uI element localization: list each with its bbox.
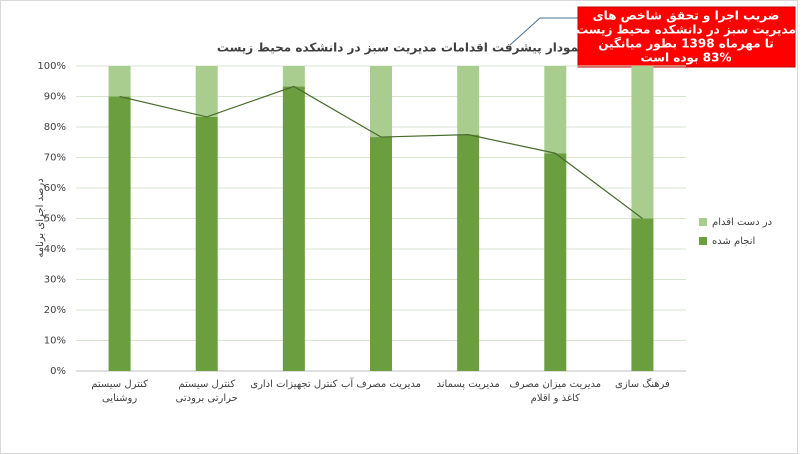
x-tick-label: حرارتی برودتی: [176, 393, 238, 404]
legend-swatch: [699, 218, 707, 226]
annotation-line: 83% بوده است: [641, 51, 732, 66]
y-tick-label: 100%: [37, 61, 66, 72]
x-tick-label: کاغذ و اقلام: [531, 393, 580, 404]
x-tick-label: کنترل سیستم: [178, 379, 235, 390]
annotation-connector: [509, 17, 578, 46]
x-tick-label: مدیریت میزان مصرف: [509, 379, 601, 390]
legend-swatch: [699, 237, 707, 245]
y-tick-label: 30%: [44, 275, 66, 286]
bar-segment: [631, 66, 654, 219]
trend-line: [119, 85, 643, 219]
y-tick-label: 20%: [44, 305, 66, 316]
x-tick-label: روشنایی: [102, 393, 137, 404]
annotation-box: [577, 6, 796, 68]
y-tick-label: 10%: [44, 336, 66, 347]
annotation-line: مدیریت سبز در دانشکده محیط زیست: [576, 23, 796, 37]
bar-segment: [457, 134, 480, 371]
x-tick-label: مدیریت مصرف آب: [341, 377, 421, 390]
y-tick-label: 40%: [44, 244, 66, 255]
bar-segment: [195, 116, 218, 371]
x-tick-label: فرهنگ سازی: [615, 378, 670, 390]
x-tick-label: کنترل سیستم: [91, 379, 148, 390]
legend-label: انجام شده: [712, 236, 755, 247]
bar-segment: [282, 66, 305, 87]
y-tick-label: 90%: [44, 92, 66, 103]
x-tick-label: مدیریت پسماند: [437, 379, 500, 390]
bar-segment: [370, 137, 392, 371]
y-tick-label: 80%: [44, 122, 66, 133]
x-tick-label: کنترل تجهیزات اداری: [250, 379, 337, 390]
bar-segment: [457, 66, 480, 135]
bar-segment: [108, 96, 131, 371]
bar-segment: [195, 66, 218, 117]
y-axis-label: درصد اجرای برنامه: [35, 178, 46, 257]
y-tick-label: 70%: [44, 153, 66, 164]
bar-segment: [544, 153, 567, 371]
bar-segment: [108, 66, 131, 97]
y-tick-label: 60%: [44, 183, 66, 194]
legend-label: در دست اقدام: [712, 217, 772, 228]
bar-segment: [370, 66, 392, 138]
bar-segment: [631, 218, 654, 371]
bar-segment: [282, 86, 305, 371]
chart-title: نمودار پیشرفت اقدامات مدیریت سبز در دانش…: [217, 41, 583, 56]
bar-segment: [544, 66, 567, 154]
annotation-line: ضریب اجرا و تحقق شاخص های: [593, 9, 780, 24]
annotation-line: تا مهرماه 1398 بطور میانگین: [598, 37, 774, 52]
y-tick-label: 50%: [44, 214, 66, 225]
y-tick-label: 0%: [50, 366, 66, 377]
